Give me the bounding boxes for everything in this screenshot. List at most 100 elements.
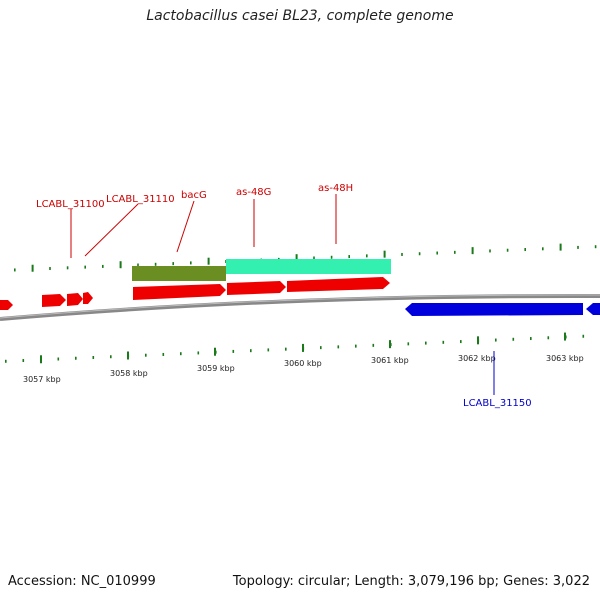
kbp-label: 3062 kbp	[458, 354, 496, 363]
gene-arrow[interactable]	[586, 303, 600, 315]
genome-summary: Topology: circular; Length: 3,079,196 bp…	[232, 574, 590, 589]
upper-tick-row	[14, 243, 597, 272]
tick-mark	[267, 348, 270, 352]
kbp-label: 3059 kbp	[197, 364, 235, 373]
gene-arrow[interactable]	[405, 303, 583, 316]
tick-mark	[355, 344, 357, 348]
major-tick-mark	[389, 340, 391, 349]
major-tick-mark	[214, 347, 216, 356]
tick-mark	[197, 351, 200, 355]
tick-mark	[22, 359, 25, 363]
gene-arrow[interactable]	[42, 294, 66, 307]
gene-arrow[interactable]	[83, 292, 93, 304]
tick-mark	[512, 337, 515, 341]
genome-backbone	[0, 293, 600, 321]
tick-mark	[313, 256, 315, 260]
tick-mark	[559, 243, 562, 251]
tick-mark	[14, 268, 16, 272]
reverse-strand-genes	[405, 303, 600, 316]
tick-mark	[471, 247, 474, 255]
tick-mark	[250, 349, 252, 353]
gene-arrow[interactable]	[133, 284, 226, 300]
tick-mark	[489, 249, 491, 253]
tick-mark	[110, 355, 112, 359]
tick-mark	[372, 343, 375, 347]
kbp-axis-labels: 3057 kbp 3058 kbp 3059 kbp 3060 kbp 3061 kbp…	[23, 354, 584, 384]
tick-mark	[5, 359, 7, 363]
tick-mark	[530, 337, 532, 341]
gene-arrow[interactable]	[67, 293, 83, 306]
tick-mark	[407, 342, 410, 346]
gene-label[interactable]: as-48G	[236, 187, 271, 198]
tick-mark	[320, 346, 322, 350]
tick-mark	[75, 356, 77, 360]
tick-mark	[366, 254, 368, 258]
major-tick-mark	[302, 343, 304, 352]
tick-mark	[330, 255, 333, 259]
accession-label: Accession: NC_010999	[8, 574, 156, 589]
tick-mark	[506, 248, 509, 252]
tick-mark	[57, 357, 60, 361]
tick-mark	[154, 262, 157, 266]
tick-mark	[137, 263, 139, 267]
major-tick-mark	[40, 355, 42, 364]
gene-label[interactable]: LCABL_31110	[106, 194, 175, 205]
tick-mark	[84, 265, 86, 269]
tick-mark	[190, 261, 192, 265]
tick-mark	[232, 349, 235, 353]
gene-arrow[interactable]	[0, 300, 13, 310]
tick-mark	[162, 352, 165, 356]
major-tick-mark	[477, 336, 479, 345]
tick-mark	[594, 245, 597, 249]
tick-mark	[180, 352, 182, 356]
tick-mark	[348, 255, 350, 259]
kbp-label: 3058 kbp	[110, 369, 148, 378]
tick-mark	[31, 264, 34, 272]
tick-mark	[102, 264, 104, 268]
gene-label[interactable]: bacG	[181, 190, 207, 201]
tick-mark	[295, 254, 298, 262]
tick-mark	[207, 257, 210, 265]
tick-mark	[285, 347, 287, 351]
kbp-label: 3061 kbp	[371, 356, 409, 365]
tick-mark	[547, 336, 550, 340]
gene-labels: LCABL_31100 LCABL_31110 bacG as-48G as-4…	[36, 183, 532, 409]
tick-mark	[425, 341, 427, 345]
tick-mark	[442, 340, 445, 344]
major-tick-mark	[564, 332, 566, 341]
tick-mark	[577, 245, 579, 249]
gene-label[interactable]: LCABL_31100	[36, 199, 105, 210]
kbp-label: 3057 kbp	[23, 375, 61, 384]
lower-tick-row	[5, 332, 585, 364]
tick-mark	[460, 340, 462, 344]
tick-mark	[524, 248, 526, 252]
kbp-label: 3060 kbp	[284, 359, 322, 368]
forward-strand-genes	[0, 277, 390, 310]
tick-mark	[66, 266, 69, 270]
gene-label[interactable]: LCABL_31150	[463, 398, 532, 409]
map-title: Lactobacillus casei BL23, complete genom…	[146, 8, 454, 24]
gene-label[interactable]: as-48H	[318, 183, 353, 194]
tick-mark	[454, 250, 456, 254]
tick-mark	[401, 252, 403, 256]
tick-mark	[49, 267, 51, 271]
tick-mark	[542, 247, 544, 251]
tick-mark	[383, 250, 386, 258]
kbp-label: 3063 kbp	[546, 354, 584, 363]
major-tick-mark	[127, 351, 129, 360]
gene-arrow[interactable]	[227, 281, 286, 295]
tick-mark	[436, 251, 438, 255]
tick-mark	[418, 252, 421, 256]
gene-arrow[interactable]	[287, 277, 390, 292]
tick-mark	[495, 338, 497, 342]
feature-bar-olive[interactable]	[132, 266, 226, 281]
tick-mark	[145, 353, 147, 357]
feature-bar-aqua[interactable]	[226, 259, 391, 274]
tick-mark	[337, 345, 340, 349]
tick-mark	[119, 261, 122, 269]
tick-mark	[582, 334, 585, 338]
tick-mark	[92, 355, 95, 359]
tick-mark	[172, 262, 174, 266]
